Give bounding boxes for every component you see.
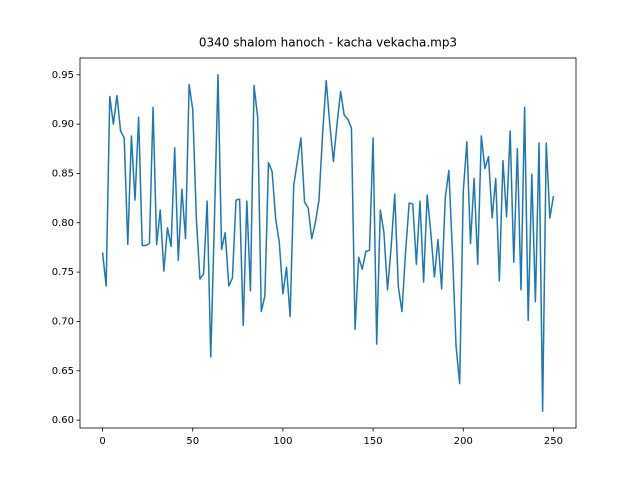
y-tick-label: 0.65 [52, 366, 74, 377]
y-tick-label: 0.60 [52, 415, 74, 426]
chart-title: 0340 shalom hanoch - kacha vekacha.mp3 [199, 36, 457, 50]
x-tick-label: 200 [454, 436, 473, 447]
data-line [101, 74, 555, 412]
plot-frame [79, 57, 577, 429]
x-tick-label: 50 [186, 436, 199, 447]
x-tick-label: 100 [273, 436, 292, 447]
y-tick-label: 0.80 [52, 218, 74, 229]
x-tick-label: 150 [364, 436, 383, 447]
y-tick-label: 0.85 [52, 168, 74, 179]
y-tick-label: 0.90 [52, 119, 74, 130]
x-tick-label: 0 [99, 436, 105, 447]
y-tick-label: 0.70 [52, 316, 74, 327]
x-tick-label: 250 [544, 436, 563, 447]
y-tick-label: 0.75 [52, 267, 74, 278]
y-tick-label: 0.95 [52, 70, 74, 81]
